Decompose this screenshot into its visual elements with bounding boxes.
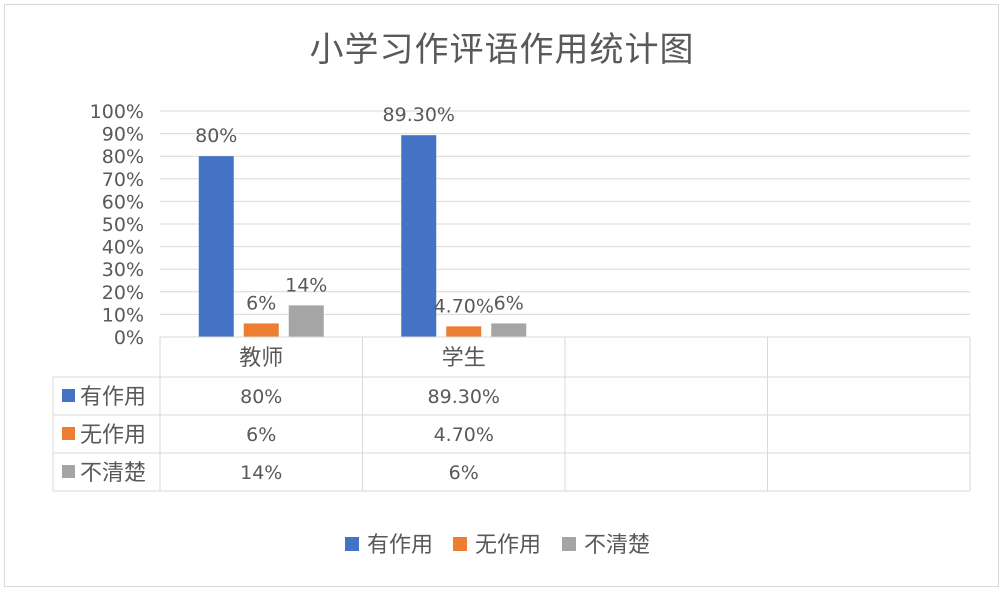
table-cell: 89.30%	[428, 386, 500, 408]
data-label: 14%	[285, 274, 327, 296]
chart-title: 小学习作评语作用统计图	[309, 30, 695, 70]
y-axis: 0%10%20%30%40%50%60%70%80%90%100%	[90, 101, 144, 349]
y-tick-label: 20%	[102, 282, 144, 304]
data-label: 4.70%	[434, 295, 494, 317]
y-tick-label: 10%	[102, 304, 144, 326]
y-tick-label: 40%	[102, 237, 144, 259]
category-label: 学生	[442, 346, 486, 371]
y-tick-label: 80%	[102, 146, 144, 168]
table-cell: 6%	[246, 424, 276, 446]
y-tick-label: 60%	[102, 191, 144, 213]
series-row-label: 不清楚	[80, 461, 146, 486]
y-tick-label: 90%	[102, 124, 144, 146]
gridlines	[160, 110, 970, 315]
legend-label: 有作用	[367, 533, 433, 558]
series-row-label: 有作用	[80, 385, 146, 410]
legend: 有作用 无作用 不清楚	[345, 533, 650, 558]
legend-label: 无作用	[475, 533, 541, 558]
legend-swatch	[345, 537, 359, 551]
legend-key	[62, 427, 75, 440]
data-label: 89.30%	[383, 104, 455, 126]
bar	[491, 323, 527, 337]
bar	[198, 156, 234, 337]
legend-swatch	[562, 537, 576, 551]
legend-label: 不清楚	[584, 533, 650, 558]
y-tick-label: 50%	[102, 214, 144, 236]
chart-frame	[4, 4, 999, 587]
data-label: 6%	[246, 292, 276, 314]
table-cell: 80%	[240, 386, 282, 408]
category-label: 教师	[239, 346, 283, 371]
bars: 80%89.30%6% 4.70%14%6%	[195, 104, 527, 337]
bar	[288, 305, 324, 337]
y-tick-label: 100%	[90, 101, 144, 123]
y-tick-label: 70%	[102, 169, 144, 191]
bar	[401, 135, 437, 337]
legend-swatch	[453, 537, 467, 551]
table-cell: 14%	[240, 462, 282, 484]
bar	[446, 326, 482, 337]
y-tick-label: 30%	[102, 259, 144, 281]
y-tick-label: 0%	[114, 327, 144, 349]
table-cell: 6%	[449, 462, 479, 484]
series-row-label: 无作用	[80, 423, 146, 448]
legend-key	[62, 465, 75, 478]
data-label: 6%	[494, 292, 524, 314]
legend-key	[62, 389, 75, 402]
table-cell: 4.70%	[434, 424, 494, 446]
bar	[243, 323, 279, 337]
data-label: 80%	[195, 125, 237, 147]
